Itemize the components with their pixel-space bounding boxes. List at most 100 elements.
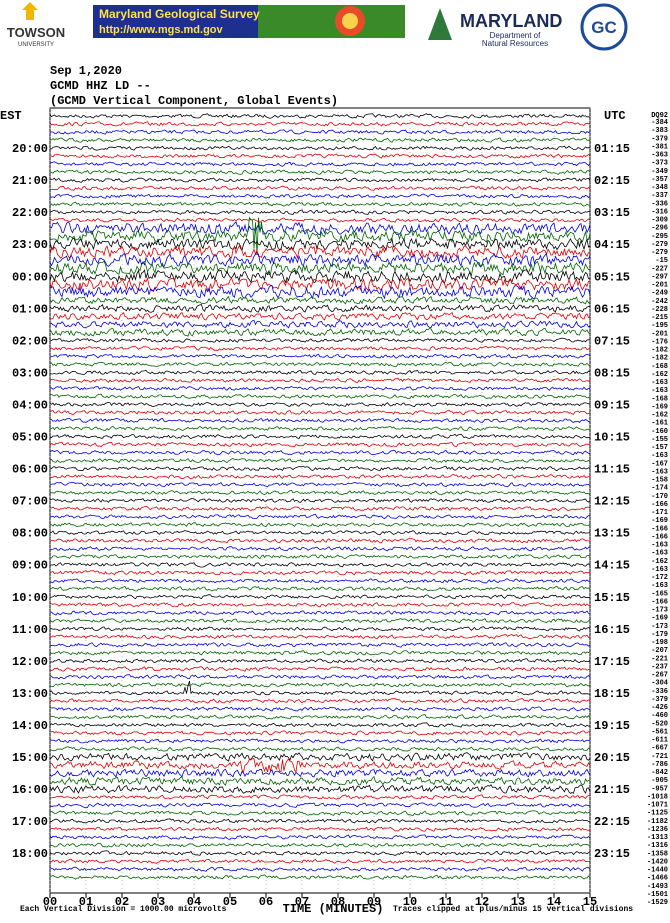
trace-offset: -195 xyxy=(651,322,668,330)
trace xyxy=(49,874,591,880)
trace-offset: -1501 xyxy=(647,891,668,899)
trace xyxy=(49,784,591,794)
hour-label: 12:00 xyxy=(12,655,48,669)
trace-offset: -176 xyxy=(651,338,668,346)
trace xyxy=(49,570,591,576)
trace xyxy=(49,473,591,480)
trace xyxy=(49,682,591,688)
hour-label: 20:00 xyxy=(12,142,48,156)
trace-offset: -168 xyxy=(651,363,668,371)
trace xyxy=(49,618,591,624)
hour-label: 09:15 xyxy=(594,398,630,412)
trace xyxy=(49,802,591,808)
x-tick-label: 00 xyxy=(43,895,57,909)
trace xyxy=(49,252,591,268)
trace-offset: -786 xyxy=(651,761,668,769)
trace xyxy=(49,866,591,872)
hour-label: 00:00 xyxy=(12,270,48,284)
trace-offset: -348 xyxy=(651,184,668,192)
trace-offset: -168 xyxy=(651,395,668,403)
trace-offset: -1420 xyxy=(647,858,668,866)
x-label: TIME (MINUTES) xyxy=(283,902,384,916)
trace xyxy=(49,481,591,488)
trace xyxy=(49,752,591,762)
hour-label: 15:15 xyxy=(594,591,630,605)
hour-label: 12:15 xyxy=(594,495,630,509)
trace xyxy=(49,505,591,512)
logo-text: TOWSON xyxy=(7,25,65,40)
plot xyxy=(49,107,591,898)
trace xyxy=(49,361,591,368)
hour-label: 07:00 xyxy=(12,495,48,509)
trace-offset: -201 xyxy=(651,330,668,338)
trace-offset: -1236 xyxy=(647,826,668,834)
footer: Traces clipped at plus/minus 15 vertical… xyxy=(393,905,633,914)
dnr-icon xyxy=(428,8,452,40)
trace-offset: -201 xyxy=(651,282,668,290)
trace xyxy=(49,244,591,260)
trace-offset: -337 xyxy=(651,192,668,200)
trace xyxy=(49,425,591,432)
trace xyxy=(49,185,591,191)
trace xyxy=(49,137,591,143)
trace xyxy=(49,153,591,159)
trace-offset: -179 xyxy=(651,631,668,639)
trace xyxy=(49,730,591,736)
trace-offset: -163 xyxy=(651,582,668,590)
hour-label: 05:00 xyxy=(12,431,48,445)
trace-offset: -667 xyxy=(651,745,668,753)
trace xyxy=(49,722,591,728)
trace xyxy=(49,409,591,415)
trace-offset: -1182 xyxy=(647,818,668,826)
trace-offset: -198 xyxy=(651,639,668,647)
trace xyxy=(49,586,591,592)
dnr-sub: Department of xyxy=(490,31,541,40)
trace xyxy=(49,209,591,215)
trace-offset: -160 xyxy=(651,428,668,436)
trace xyxy=(49,237,591,252)
trace xyxy=(49,221,591,236)
trace-offset: -279 xyxy=(651,249,668,257)
trace-offset: -237 xyxy=(651,663,668,671)
x-tick-label: 10 xyxy=(403,895,417,909)
trace xyxy=(49,650,591,656)
trace xyxy=(49,746,591,752)
hour-label: 04:00 xyxy=(12,398,48,412)
trace-offset: -336 xyxy=(651,200,668,208)
trace-offset: -1018 xyxy=(647,793,668,801)
banner-image xyxy=(258,5,405,38)
trace-offset: -167 xyxy=(651,460,668,468)
trace-offset: -242 xyxy=(651,298,668,306)
trace-offset: -384 xyxy=(651,119,668,127)
trace xyxy=(49,377,591,384)
header: TOWSON UNIVERSITY Maryland Geological Su… xyxy=(7,2,628,51)
trace-offset: -182 xyxy=(651,355,668,363)
hour-label: 01:00 xyxy=(12,302,48,316)
trace-offset: -611 xyxy=(651,737,668,745)
trace-offset: -166 xyxy=(651,598,668,606)
trace xyxy=(49,327,591,337)
trace-offset: -173 xyxy=(651,607,668,615)
trace-offset: -295 xyxy=(651,233,668,241)
trace xyxy=(49,193,591,199)
hour-label: 14:00 xyxy=(12,719,48,733)
trace-offset: -279 xyxy=(651,241,668,249)
hour-label: 15:00 xyxy=(12,751,48,765)
trace xyxy=(49,610,591,616)
trace xyxy=(49,578,591,584)
hour-label: 01:15 xyxy=(594,142,630,156)
hour-label: 11:15 xyxy=(594,463,630,477)
x-tick-label: 03 xyxy=(151,895,165,909)
trace-offset: -166 xyxy=(651,525,668,533)
trace xyxy=(49,353,591,359)
x-tick-label: 01 xyxy=(79,895,93,909)
trace-offset: -460 xyxy=(651,712,668,720)
hour-label: 03:15 xyxy=(594,206,630,220)
trace xyxy=(49,449,591,456)
trace-offset: -166 xyxy=(651,533,668,541)
trace-offset: -905 xyxy=(651,777,668,785)
trace xyxy=(49,121,591,127)
trace-offset: -357 xyxy=(651,176,668,184)
hour-label: 10:00 xyxy=(12,591,48,605)
trace xyxy=(49,393,591,400)
